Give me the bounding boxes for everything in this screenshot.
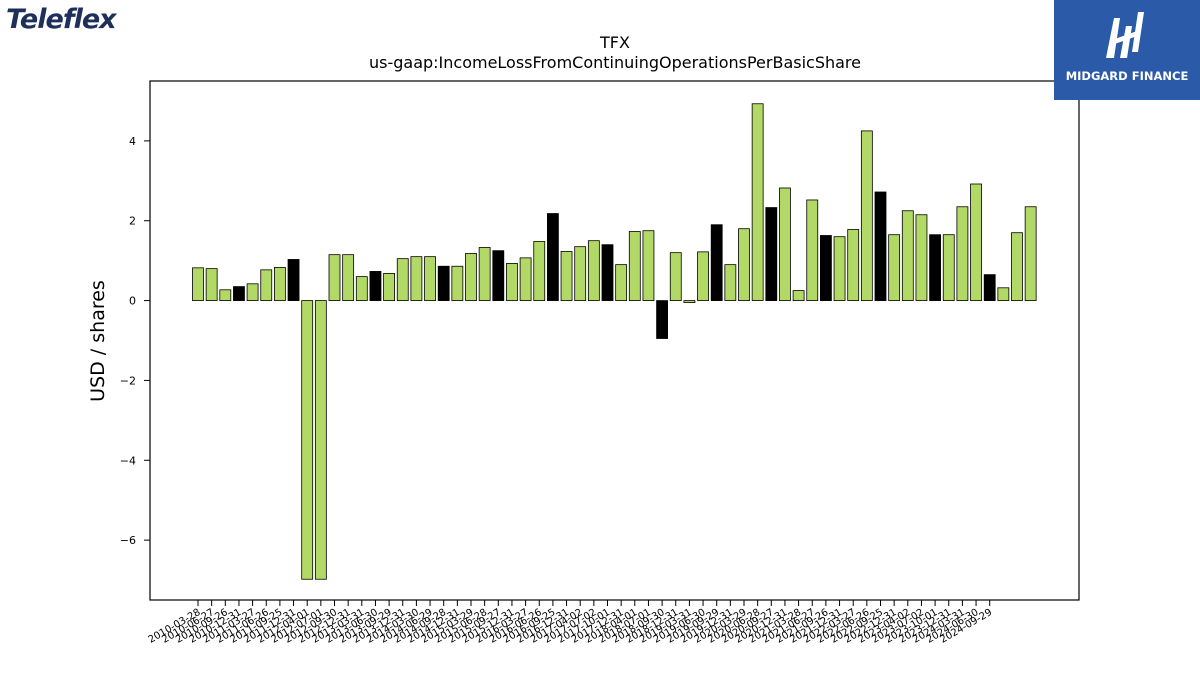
bar-2014-12-31 [451,265,464,301]
bar-2015-12-31 [506,263,518,301]
bar-2016-12-31 [560,251,573,301]
bar-2017-07-02 [587,240,600,301]
bar-2013-03-31 [355,276,368,301]
bar-2018-07-01 [642,230,655,301]
bar-2010-09-26 [219,289,232,301]
bar-2014-09-28 [437,265,450,301]
bar-2021-09-26 [820,235,832,301]
bar-2017-12-31 [615,264,628,301]
bar-2014-06-29 [424,256,436,301]
bar-2017-04-02 [574,246,587,301]
bar-2011-12-31 [287,259,300,301]
bar-2015-06-28 [478,247,491,301]
y-tick-label: 4 [129,135,136,148]
y-tick-label: −2 [120,374,136,387]
bar-2024-06-30 [970,183,982,301]
bar-2020-12-31 [779,187,791,301]
bar-2014-03-30 [410,256,423,301]
bar-2012-04-01 [301,300,314,580]
bar-2020-09-27 [765,207,778,301]
bar-2024-03-31 [956,206,969,301]
teleflex-logo-text: Teleflex [6,4,117,35]
bar-2019-12-31 [724,264,737,301]
chart-subtitle: us-gaap:IncomeLossFromContinuingOperatio… [369,53,861,72]
bar-2024-09-29 [983,274,996,301]
bar-2011-06-26 [260,269,273,301]
plot-frame [149,80,1080,601]
bar-2013-06-30 [369,271,382,301]
bar-2012-07-01 [314,300,327,580]
bar-2011-09-25 [273,267,286,301]
bar-2023-10-01 [929,234,941,301]
teleflex-logo: Teleflex [6,4,117,35]
bar-2018-12-31 [669,252,682,301]
midgard-logo-text: MIDGARD FINANCE [1065,69,1189,83]
bar-2022-09-25 [874,191,887,301]
chart-title: TFX [599,33,630,52]
y-tick-label: −4 [120,454,136,467]
bar-2019-03-31 [683,300,696,303]
bar-2023-04-02 [901,210,914,301]
bar-2016-09-25 [547,213,559,301]
bar-2025-03-30 [1011,232,1023,301]
bar-2021-03-28 [792,290,805,301]
bar-2021-12-31 [833,236,846,301]
bar-2013-09-29 [383,273,396,301]
bar-2016-03-27 [519,257,532,301]
bar-2013-12-31 [396,258,409,301]
bar-2021-06-27 [806,199,819,301]
midgard-emblem-icon [1106,12,1144,58]
bar-2011-03-27 [246,283,259,301]
bar-2020-06-28 [751,103,764,301]
midgard-finance-logo: MIDGARD FINANCE [1054,0,1200,100]
bar-2015-03-29 [465,253,477,301]
bar-2010-06-27 [205,268,218,301]
bar-2024-12-31 [997,287,1010,301]
bar-2022-06-26 [860,130,873,301]
bars-group [192,103,1037,580]
bar-2020-03-29 [738,228,750,301]
bar-2019-09-29 [710,224,723,301]
bar-2010-03-28 [192,267,204,301]
bar-2022-12-31 [888,234,901,301]
x-axis: 2010-03-282010-06-272010-09-262010-12-31… [147,600,994,646]
bar-2016-06-26 [533,241,546,301]
bar-2015-09-27 [492,250,505,301]
bar-2010-12-31 [233,286,245,301]
bar-2023-12-31 [942,234,955,301]
y-tick-label: −6 [120,534,136,547]
y-tick-label: 2 [129,215,136,228]
bar-2018-09-30 [656,300,668,339]
y-axis: −6 −4 −2 0 2 4 [120,135,150,547]
bar-2025-06-29 [1024,206,1037,301]
bar-2019-06-30 [697,251,709,301]
y-axis-label: USD / shares [87,280,109,402]
bar-2012-09-30 [328,254,341,301]
y-tick-label: 0 [129,295,136,308]
bar-2017-10-01 [601,244,614,301]
bar-2023-07-02 [915,214,928,301]
bar-2018-04-01 [628,231,641,301]
bar-2022-03-27 [847,229,860,301]
bar-2012-12-31 [342,254,355,301]
